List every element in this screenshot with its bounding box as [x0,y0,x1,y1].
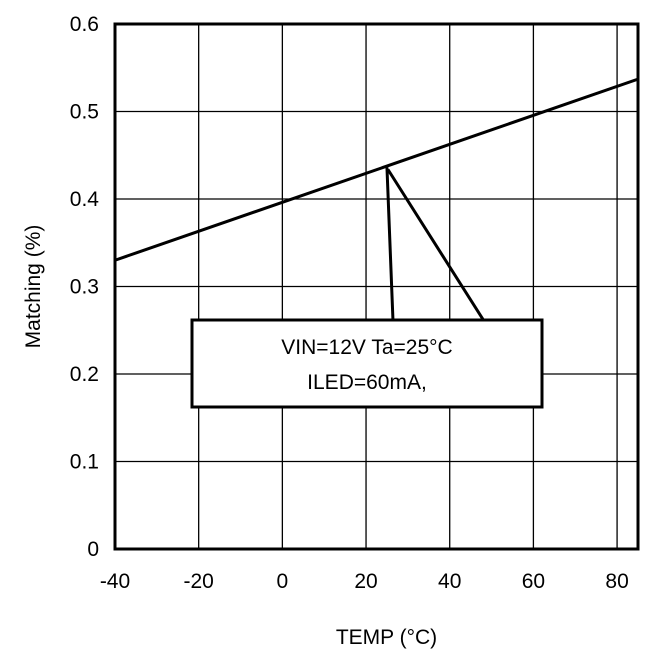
annotation-callout: VIN=12V Ta=25°C ILED=60mA, [190,167,544,409]
grid [115,24,638,549]
y-tick-labels: 0 0.1 0.2 0.3 0.4 0.5 0.6 [70,13,100,561]
annotation-line-0: VIN=12V Ta=25°C [281,336,452,359]
y-tick-label-0: 0 [87,538,99,561]
x-tick-label-0: -40 [100,570,130,593]
x-axis-label: TEMP (°C) [336,626,437,649]
x-tick-label-1: -20 [184,570,214,593]
x-tick-label-2: 0 [277,570,289,593]
x-tick-label-3: 20 [354,570,377,593]
x-tick-label-6: 80 [605,570,628,593]
y-tick-label-1: 0.1 [70,451,99,474]
x-tick-label-4: 40 [438,570,461,593]
y-tick-label-6: 0.6 [70,13,99,36]
x-tick-label-5: 60 [522,570,545,593]
series-line-0 [114,77,639,262]
y-tick-label-4: 0.4 [70,188,100,211]
callout-pointer [385,167,487,323]
y-tick-label-5: 0.5 [70,101,99,124]
plot-frame [113,22,640,551]
series-group [114,77,639,262]
y-axis-label: Matching (%) [22,225,45,349]
annotation-line-1: ILED=60mA, [307,371,427,394]
y-tick-label-3: 0.3 [70,276,99,299]
annotation-box [190,318,544,409]
x-tick-labels: -40 -20 0 20 40 60 80 [100,570,629,593]
y-tick-label-2: 0.2 [70,363,99,386]
